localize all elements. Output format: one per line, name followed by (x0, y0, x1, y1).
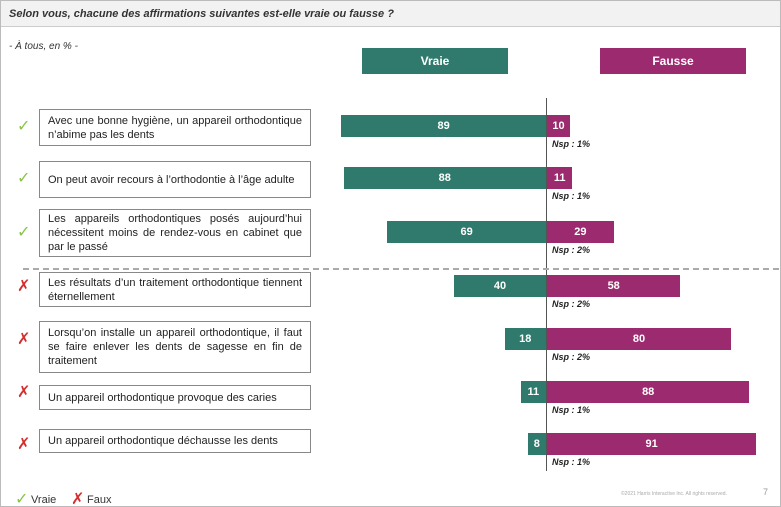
statement: Avec une bonne hygiène, un appareil orth… (39, 109, 311, 146)
bar-fausse: 10 (547, 115, 570, 137)
header-vraie: Vraie (362, 48, 508, 74)
legend-icon: ✓ (15, 491, 29, 507)
statement: On peut avoir recours à l’orthodontie à … (39, 161, 311, 198)
nsp-label: Nsp : 1% (552, 457, 591, 467)
bar-fausse: 88 (547, 381, 750, 403)
bar-fausse: 29 (547, 221, 614, 243)
bar-fausse: 80 (547, 328, 731, 350)
bar-vraie: 8 (527, 433, 546, 455)
title: Selon vous, chacune des affirmations sui… (1, 1, 780, 27)
answer-icon: ✗ (17, 331, 31, 348)
answer-icon: ✓ (17, 118, 31, 135)
bar-vraie: 40 (454, 275, 546, 297)
footer: ©2021 Harris Interactive Inc. All rights… (621, 491, 727, 497)
nsp-label: Nsp : 2% (552, 245, 591, 255)
answer-icon: ✗ (17, 278, 31, 295)
statement: Les appareils orthodontiques posés aujou… (39, 209, 311, 257)
bar-vraie: 88 (343, 167, 546, 189)
page-number: 7 (763, 487, 769, 497)
bar-vraie: 11 (520, 381, 546, 403)
legend-icon: ✗ (71, 491, 85, 507)
answer-icon: ✗ (17, 384, 31, 401)
nsp-label: Nsp : 1% (552, 191, 591, 201)
subtitle: - À tous, en % - (9, 41, 78, 52)
statement: Lorsqu’on installe un appareil orthodont… (39, 321, 311, 373)
answer-icon: ✗ (17, 436, 31, 453)
answer-icon: ✓ (17, 170, 31, 187)
bar-vraie: 18 (504, 328, 546, 350)
legend-label: Faux (87, 494, 112, 506)
center-line (546, 98, 547, 471)
answer-icon: ✓ (17, 224, 31, 241)
bar-fausse: 58 (547, 275, 681, 297)
bar-fausse: 11 (547, 167, 573, 189)
nsp-label: Nsp : 1% (552, 405, 591, 415)
statement: Un appareil orthodontique provoque des c… (39, 385, 311, 410)
nsp-label: Nsp : 1% (552, 139, 591, 149)
bar-vraie: 69 (387, 221, 546, 243)
nsp-label: Nsp : 2% (552, 352, 591, 362)
statement: Les résultats d’un traitement orthodonti… (39, 272, 311, 307)
bar-vraie: 89 (341, 115, 546, 137)
statement: Un appareil orthodontique déchausse les … (39, 429, 311, 453)
bar-fausse: 91 (547, 433, 757, 455)
nsp-label: Nsp : 2% (552, 299, 591, 309)
legend-label: Vraie (31, 494, 57, 506)
separator (23, 268, 779, 270)
header-fausse: Fausse (600, 48, 746, 74)
